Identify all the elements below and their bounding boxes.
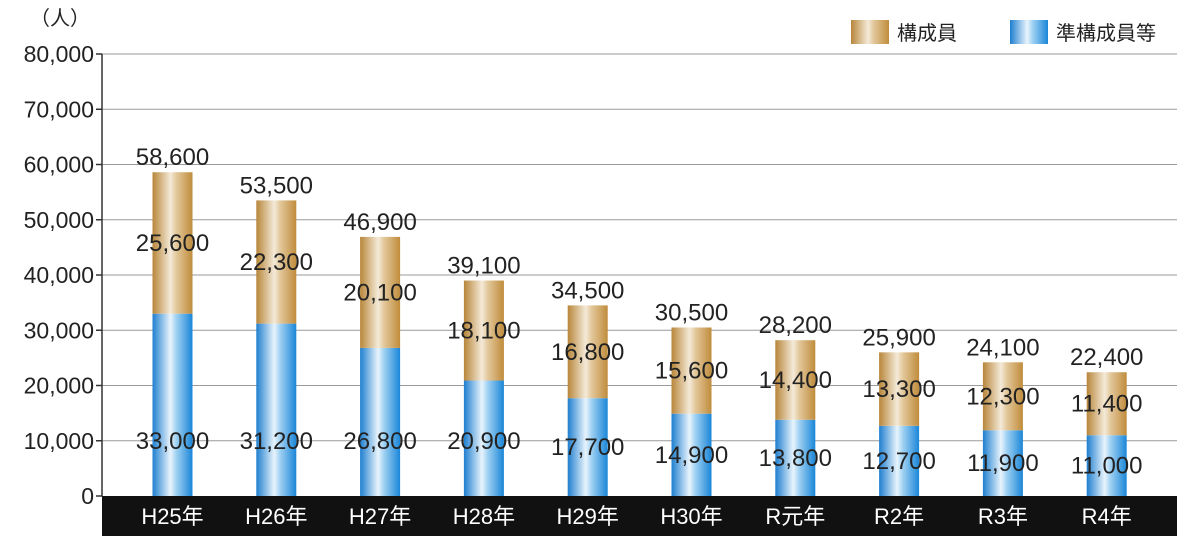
bar-segment-associate	[463, 380, 504, 496]
y-tick-label: 60,000	[24, 152, 94, 178]
legend-label-associate: 準構成員等	[1056, 22, 1156, 45]
bar-segment-associate	[256, 323, 297, 496]
category-label: H27年	[349, 504, 411, 529]
bar-segment-member	[879, 352, 920, 426]
member-value-label: 12,300	[966, 383, 1039, 410]
bar-segment-associate	[1086, 435, 1127, 496]
bar-segment-associate	[879, 425, 920, 496]
y-tick-label: 70,000	[24, 96, 94, 122]
bar-segment-associate	[360, 347, 401, 496]
y-tick-label: 0	[81, 483, 94, 509]
associate-value-label: 17,700	[551, 434, 624, 461]
total-label: 30,500	[655, 299, 728, 326]
associate-value-label: 26,800	[343, 428, 416, 455]
member-value-label: 16,800	[551, 339, 624, 366]
category-label: H29年	[557, 504, 619, 529]
total-label: 22,400	[1070, 344, 1143, 371]
category-label: H28年	[453, 504, 515, 529]
category-label: R4年	[1082, 504, 1132, 529]
y-tick-label: 80,000	[24, 41, 94, 67]
y-tick-label: 30,000	[24, 317, 94, 343]
legend-swatch-associate	[1010, 20, 1048, 44]
legend-label-member: 構成員	[897, 22, 957, 45]
unit-label: （人）	[30, 7, 90, 30]
bar-segment-member	[256, 200, 297, 324]
category-label: R2年	[874, 504, 924, 529]
category-label: H26年	[245, 504, 307, 529]
associate-value-label: 33,000	[136, 428, 209, 455]
total-label: 25,900	[862, 324, 935, 351]
associate-value-label: 20,900	[447, 428, 520, 455]
y-tick-label: 20,000	[24, 373, 94, 399]
associate-value-label: 31,200	[240, 428, 313, 455]
x-axis-categories: H25年 H26年 H27年 H28年 H29年 H30年 R元年 R2年 R3年 R4年	[141, 504, 1131, 529]
total-label: 39,100	[447, 253, 520, 280]
legend: 構成員 準構成員等	[851, 20, 1156, 45]
y-tick-label: 40,000	[24, 262, 94, 288]
bar-segment-member	[671, 327, 712, 414]
associate-value-label: 13,800	[759, 445, 832, 472]
member-value-label: 20,100	[343, 279, 416, 306]
member-value-label: 25,600	[136, 230, 209, 257]
y-tick-label: 50,000	[24, 207, 94, 233]
y-tick-label: 10,000	[24, 428, 94, 454]
bar-segment-member	[152, 172, 193, 314]
bar-segment-associate	[152, 313, 193, 496]
bar-segment-member	[360, 236, 401, 348]
category-label: R3年	[978, 504, 1028, 529]
member-value-label: 15,600	[655, 358, 728, 385]
bar-segment-associate	[982, 430, 1023, 496]
associate-value-label: 11,000	[1071, 453, 1143, 480]
member-value-label: 13,300	[862, 376, 935, 403]
bars	[152, 172, 1127, 496]
total-label: 46,900	[343, 209, 416, 236]
associate-value-label: 12,700	[862, 448, 935, 475]
bar-segment-member	[463, 280, 504, 381]
total-label: 24,100	[966, 334, 1039, 361]
bar-segment-associate	[567, 398, 608, 496]
member-value-label: 18,100	[447, 318, 520, 345]
total-label: 53,500	[240, 172, 313, 199]
total-label: 28,200	[759, 312, 832, 339]
category-label: H25年	[141, 504, 203, 529]
bar-segment-associate	[671, 413, 712, 496]
category-label: R元年	[765, 504, 825, 529]
bar-segment-member	[1086, 372, 1127, 436]
data-labels: 58,600 25,600 33,000 53,500 22,300 31,200 46,9…	[136, 144, 1144, 479]
bar-segment-member	[775, 340, 816, 420]
member-value-label: 11,400	[1071, 391, 1143, 418]
member-value-label: 14,400	[759, 367, 832, 394]
associate-value-label: 14,900	[655, 442, 728, 469]
member-value-label: 22,300	[240, 249, 313, 276]
x-axis-band	[102, 496, 1177, 536]
bar-segment-associate	[775, 419, 816, 496]
associate-value-label: 11,900	[967, 450, 1039, 477]
total-label: 34,500	[551, 277, 624, 304]
y-axis-ticks: 0 10,000 20,000 30,000 40,000 50,000 60,000 70,…	[24, 41, 102, 509]
legend-swatch-member	[851, 20, 889, 44]
category-label: H30年	[660, 504, 722, 529]
total-label: 58,600	[136, 144, 209, 171]
bar-segment-member	[567, 305, 608, 399]
bar-segment-member	[982, 362, 1023, 431]
